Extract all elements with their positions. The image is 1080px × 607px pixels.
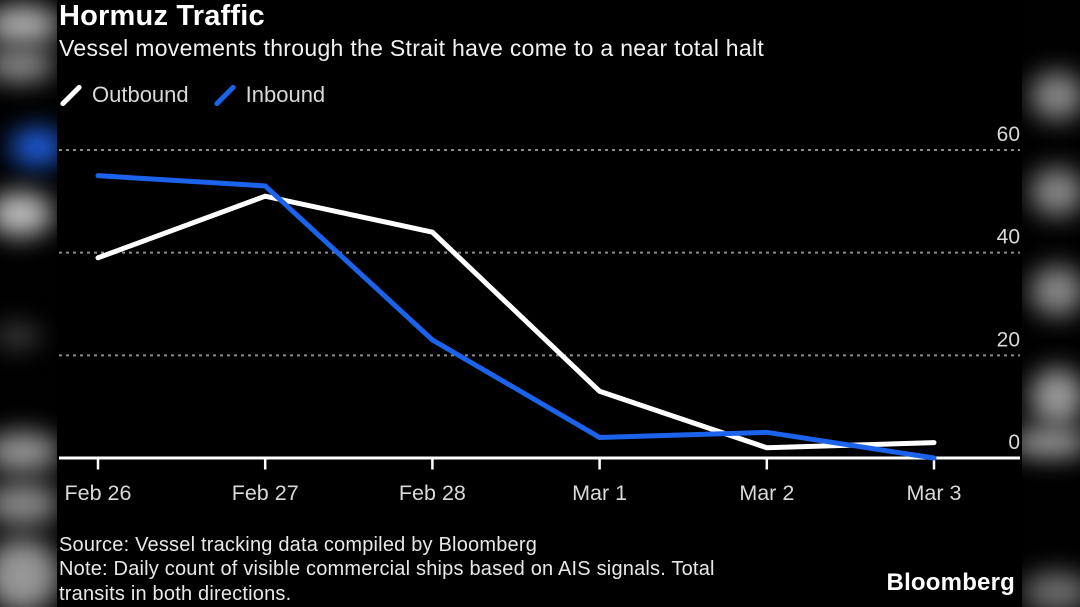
- blur-blob: [0, 538, 57, 607]
- blur-blob: [0, 325, 40, 347]
- y-tick-label: 20: [997, 328, 1020, 351]
- y-tick-label: 0: [1008, 431, 1020, 454]
- blur-blob: [1030, 266, 1080, 316]
- blur-blob: [1022, 572, 1080, 607]
- blurred-edge-right: [1022, 0, 1080, 607]
- page-title: Hormuz Traffic: [59, 0, 265, 32]
- x-tick-label: Feb 28: [399, 481, 466, 505]
- legend-label-inbound: Inbound: [245, 82, 326, 107]
- chart-legend: Outbound Inbound: [59, 82, 325, 108]
- blur-blob: [1022, 430, 1080, 456]
- line-chart: 0 20 40 60 Feb 26 Feb 27 Feb 28 Mar 1 Mar 2 Mar 3: [59, 123, 1020, 505]
- blur-blob: [1030, 368, 1080, 426]
- blur-blob: [0, 5, 57, 45]
- legend-item-inbound: Inbound: [212, 82, 326, 108]
- x-tick-label: Mar 2: [739, 481, 794, 505]
- blur-blob: [0, 48, 55, 82]
- y-tick-label: 60: [997, 123, 1020, 146]
- chart-footer: Source: Vessel tracking data compiled by…: [59, 533, 824, 606]
- bloomberg-logo: Bloomberg: [886, 569, 1015, 596]
- legend-label-outbound: Outbound: [92, 82, 189, 107]
- blur-blob: [0, 482, 57, 526]
- legend-item-outbound: Outbound: [59, 82, 189, 108]
- series-line-outbound: [95, 193, 937, 451]
- chart-subtitle: Vessel movements through the Strait have…: [59, 35, 765, 61]
- blurred-edge-left: [0, 0, 57, 607]
- source-text: Source: Vessel tracking data compiled by…: [59, 534, 538, 556]
- note-text-line2: transits in both directions.: [59, 582, 292, 605]
- blur-blob: [1030, 72, 1080, 120]
- note-text-line1: Note: Daily count of visible commercial …: [59, 558, 715, 581]
- blur-blob: [10, 128, 57, 166]
- chart-panel: Hormuz Traffic Vessel movements through …: [57, 0, 1022, 607]
- x-tick-label: Mar 3: [907, 481, 962, 505]
- x-tick-label: Mar 1: [572, 481, 627, 505]
- x-tick-label: Feb 26: [65, 481, 132, 505]
- blur-blob: [0, 432, 57, 472]
- x-tick-label: Feb 27: [232, 481, 299, 505]
- series-line-inbound: [95, 173, 937, 461]
- blur-blob: [0, 192, 53, 236]
- blur-blob: [1030, 168, 1080, 216]
- y-tick-label: 40: [997, 226, 1020, 249]
